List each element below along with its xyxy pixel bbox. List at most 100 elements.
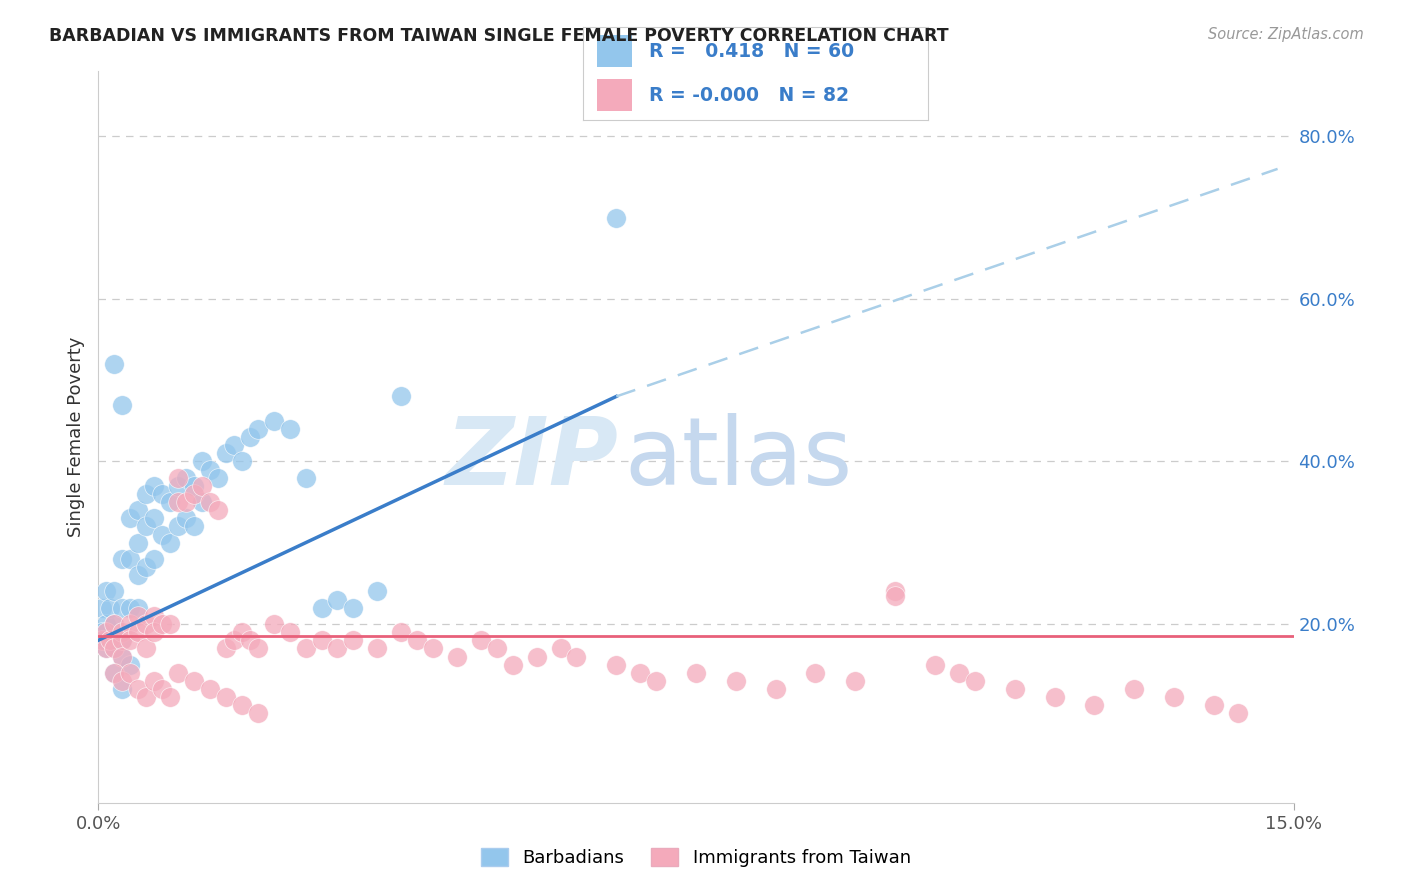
- Point: [143, 608, 166, 623]
- Point: [120, 617, 142, 632]
- Text: R =   0.418   N = 60: R = 0.418 N = 60: [650, 42, 853, 61]
- Point: [765, 681, 787, 696]
- Point: [231, 698, 253, 713]
- Point: [120, 665, 142, 680]
- Point: [406, 633, 429, 648]
- Point: [366, 584, 388, 599]
- Point: [222, 438, 245, 452]
- Point: [91, 625, 114, 640]
- Point: [963, 673, 986, 688]
- Point: [446, 649, 468, 664]
- Point: [1163, 690, 1185, 705]
- Point: [111, 649, 134, 664]
- Point: [96, 625, 118, 640]
- Point: [135, 519, 157, 533]
- Point: [91, 633, 114, 648]
- Point: [143, 625, 166, 640]
- Point: [207, 471, 229, 485]
- Y-axis label: Single Female Poverty: Single Female Poverty: [66, 337, 84, 537]
- Point: [174, 471, 197, 485]
- Point: [198, 495, 221, 509]
- Point: [103, 584, 125, 599]
- Point: [143, 479, 166, 493]
- Point: [127, 568, 149, 582]
- Point: [948, 665, 970, 680]
- Point: [278, 625, 301, 640]
- Point: [96, 641, 118, 656]
- Point: [231, 454, 253, 468]
- Text: BARBADIAN VS IMMIGRANTS FROM TAIWAN SINGLE FEMALE POVERTY CORRELATION CHART: BARBADIAN VS IMMIGRANTS FROM TAIWAN SING…: [49, 27, 949, 45]
- Point: [111, 552, 134, 566]
- Point: [215, 690, 238, 705]
- Point: [1226, 706, 1249, 721]
- Point: [294, 471, 316, 485]
- Text: atlas: atlas: [624, 413, 852, 505]
- Point: [884, 589, 907, 603]
- Point: [150, 617, 173, 632]
- Point: [628, 665, 651, 680]
- Point: [239, 430, 262, 444]
- Point: [159, 617, 181, 632]
- Point: [120, 657, 142, 672]
- Point: [120, 600, 142, 615]
- Point: [98, 600, 122, 615]
- Point: [342, 633, 364, 648]
- Point: [135, 560, 157, 574]
- Point: [103, 617, 125, 632]
- Text: R = -0.000   N = 82: R = -0.000 N = 82: [650, 86, 849, 104]
- Point: [127, 608, 149, 623]
- Point: [422, 641, 444, 656]
- Point: [167, 519, 190, 533]
- Point: [246, 706, 269, 721]
- Point: [135, 641, 157, 656]
- Point: [215, 641, 238, 656]
- Point: [150, 527, 173, 541]
- Point: [98, 633, 122, 648]
- Point: [120, 511, 142, 525]
- Point: [103, 665, 125, 680]
- Point: [135, 617, 157, 632]
- Point: [246, 641, 269, 656]
- Point: [804, 665, 827, 680]
- Point: [111, 673, 134, 688]
- Point: [191, 495, 214, 509]
- Point: [924, 657, 946, 672]
- Point: [326, 592, 349, 607]
- Point: [183, 673, 205, 688]
- Point: [294, 641, 316, 656]
- Point: [1004, 681, 1026, 696]
- Point: [246, 422, 269, 436]
- Point: [326, 641, 349, 656]
- Point: [191, 454, 214, 468]
- Point: [1202, 698, 1225, 713]
- Point: [127, 681, 149, 696]
- Point: [120, 552, 142, 566]
- Point: [111, 649, 134, 664]
- Point: [96, 584, 118, 599]
- Point: [198, 681, 221, 696]
- Text: Source: ZipAtlas.com: Source: ZipAtlas.com: [1208, 27, 1364, 42]
- Point: [1043, 690, 1066, 705]
- Point: [91, 600, 114, 615]
- Legend: Barbadians, Immigrants from Taiwan: Barbadians, Immigrants from Taiwan: [474, 840, 918, 874]
- Point: [1083, 698, 1105, 713]
- Point: [120, 633, 142, 648]
- Point: [103, 665, 125, 680]
- Point: [111, 625, 134, 640]
- Point: [311, 633, 333, 648]
- Point: [565, 649, 588, 664]
- Point: [183, 487, 205, 501]
- Point: [526, 649, 548, 664]
- Point: [159, 690, 181, 705]
- Point: [167, 479, 190, 493]
- Point: [174, 511, 197, 525]
- Point: [111, 633, 134, 648]
- Point: [1123, 681, 1146, 696]
- Point: [645, 673, 668, 688]
- Point: [311, 600, 333, 615]
- Point: [111, 633, 134, 648]
- Point: [389, 625, 412, 640]
- Point: [550, 641, 572, 656]
- Point: [96, 633, 118, 648]
- Point: [167, 471, 190, 485]
